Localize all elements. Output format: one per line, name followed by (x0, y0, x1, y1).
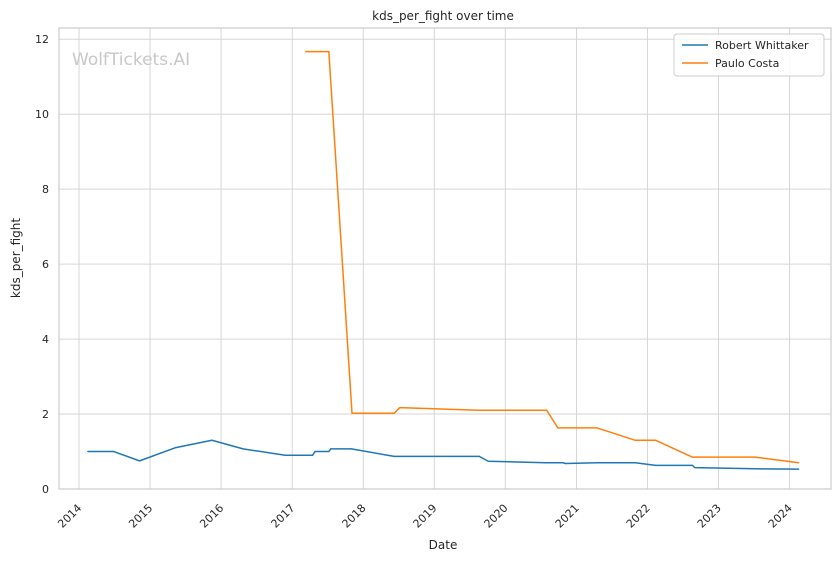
x-tick-label: 2023 (695, 502, 724, 531)
data-point-paulo-costa (351, 412, 353, 414)
data-point-robert-whittaker (596, 462, 598, 464)
x-tick-label: 2018 (340, 502, 369, 531)
y-tick-label: 10 (35, 108, 49, 121)
x-tick-label: 2014 (55, 502, 84, 531)
data-point-paulo-costa (305, 51, 307, 53)
data-point-robert-whittaker (562, 462, 564, 464)
y-tick-label: 6 (42, 258, 49, 271)
data-point-robert-whittaker (655, 464, 657, 466)
data-point-robert-whittaker (487, 460, 489, 462)
y-axis-ticks: 0 2 4 6 8 10 12 (35, 33, 49, 496)
data-point-robert-whittaker (691, 464, 694, 466)
plot-frame (58, 27, 832, 490)
x-tick-label: 2019 (411, 502, 440, 531)
y-tick-label: 12 (35, 33, 49, 46)
x-tick-label: 2021 (553, 502, 582, 531)
data-point-robert-whittaker (564, 462, 567, 465)
x-tick-label: 2015 (126, 502, 155, 531)
data-point-robert-whittaker (174, 447, 176, 449)
series-line-paulo-costa (305, 50, 799, 464)
data-point-paulo-costa (691, 456, 694, 458)
data-point-robert-whittaker (330, 448, 332, 450)
x-axis-label: Date (429, 538, 458, 552)
data-point-robert-whittaker (754, 468, 756, 470)
y-tick-label: 2 (42, 408, 49, 421)
data-point-robert-whittaker (211, 439, 213, 441)
data-point-robert-whittaker (544, 462, 546, 464)
x-tick-label: 2022 (624, 502, 653, 531)
data-point-paulo-costa (655, 439, 657, 441)
data-point-paulo-costa (399, 407, 401, 409)
data-point-robert-whittaker (350, 448, 353, 450)
data-point-robert-whittaker (87, 450, 89, 453)
x-axis-ticks: 2014 2015 2016 2017 2018 2019 2020 2021 2022 2023… (55, 502, 795, 531)
data-point-paulo-costa (557, 427, 559, 429)
data-point-robert-whittaker (694, 467, 696, 469)
grid (59, 28, 831, 490)
x-tick-label: 2024 (766, 502, 795, 531)
watermark: WolfTickets.AI (72, 50, 190, 70)
data-point-paulo-costa (634, 439, 636, 441)
x-tick-label: 2020 (482, 502, 511, 531)
data-point-robert-whittaker (311, 454, 314, 456)
data-point-paulo-costa (546, 409, 548, 411)
y-axis-label: kds_per_fight (9, 218, 23, 299)
legend-label-paulo-costa: Paulo Costa (715, 57, 779, 70)
data-point-robert-whittaker (798, 468, 800, 470)
series-layer (87, 50, 800, 470)
data-point-robert-whittaker (393, 455, 395, 457)
x-tick-label: 2017 (269, 502, 298, 531)
x-tick-label: 2016 (197, 502, 226, 531)
y-tick-label: 4 (42, 333, 49, 346)
legend-label-robert-whittaker: Robert Whittaker (715, 39, 809, 52)
data-point-robert-whittaker (138, 460, 141, 462)
data-point-paulo-costa (393, 412, 395, 414)
data-point-robert-whittaker (284, 454, 286, 456)
data-point-robert-whittaker (113, 450, 115, 453)
legend: Robert Whittaker Paulo Costa (673, 33, 825, 77)
chart-title: kds_per_fight over time (372, 9, 514, 23)
legend-box (673, 33, 825, 77)
data-point-paulo-costa (754, 456, 756, 458)
data-point-paulo-costa (596, 427, 598, 429)
y-tick-label: 8 (42, 183, 49, 196)
data-point-robert-whittaker (328, 450, 330, 453)
data-point-paulo-costa (798, 462, 800, 464)
data-point-paulo-costa (328, 51, 330, 53)
data-point-paulo-costa (478, 409, 480, 411)
data-point-robert-whittaker (478, 455, 480, 457)
data-point-robert-whittaker (634, 462, 636, 464)
data-point-robert-whittaker (314, 450, 316, 453)
data-point-robert-whittaker (242, 448, 244, 450)
series-line-robert-whittaker (87, 439, 799, 470)
y-tick-label: 0 (42, 483, 49, 496)
